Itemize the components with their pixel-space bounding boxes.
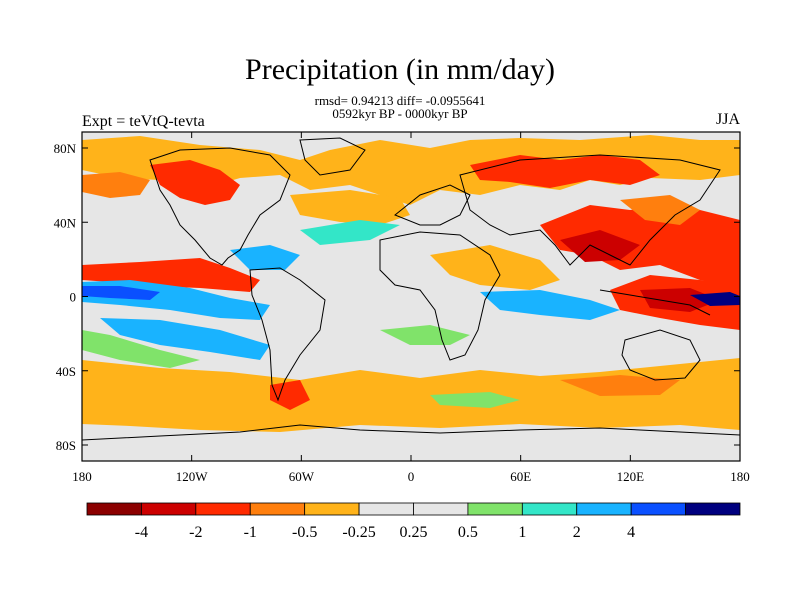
lat-tick-label: 80N: [54, 141, 77, 156]
anomaly-patch-patagonia-red: [270, 380, 310, 410]
lon-tick-label: 180: [72, 469, 92, 484]
stats-line: rmsd= 0.94213 diff= -0.0955641: [314, 93, 486, 108]
lat-tick-label: 0: [70, 290, 77, 305]
anomaly-patch-south-atlantic-green: [380, 325, 470, 345]
colorbar-swatch: [467, 502, 523, 516]
anomaly-patch-asia-dark: [560, 230, 640, 262]
precipitation-field: [82, 132, 740, 461]
coast-europe: [394, 184, 471, 226]
lon-tick-label: 120W: [176, 469, 209, 484]
chart-title: Precipitation (in mm/day): [245, 53, 555, 86]
experiment-label: Expt = teVtQ-tevta: [82, 113, 205, 130]
season-label: JJA: [715, 111, 740, 128]
axis-ticks: 180 120W 60W 0 60E 120E 180 80N 40N 0 40S 80S: [54, 132, 750, 484]
anomaly-patch-west-pacific-dark: [640, 288, 720, 312]
colorbar-label: -1: [244, 524, 257, 541]
coast-asia: [459, 154, 721, 266]
colorbar-label: 1: [518, 524, 526, 541]
colorbar-label: 0.25: [400, 524, 428, 541]
colorbar-label: 4: [627, 524, 635, 541]
colorbar-swatch: [249, 502, 306, 516]
colorbar-swatch: [521, 502, 578, 516]
colorbar-swatch: [413, 502, 469, 516]
anomaly-patch-gulf-blue: [230, 245, 300, 270]
colorbar-swatch: [86, 502, 142, 516]
anomaly-patch-southern-red: [560, 375, 680, 396]
lon-tick-label: 180: [730, 469, 750, 484]
anomaly-patch-arctic: [82, 135, 740, 205]
anomaly-patch-atlantic-blue: [300, 220, 400, 245]
coast-africa: [379, 231, 501, 361]
colorbar-swatch: [576, 502, 632, 516]
anomaly-patch-north-pacific: [82, 172, 150, 198]
lat-tick-label: 80S: [56, 438, 76, 453]
colorbar: -4 -2 -1 -0.5 -0.25 0.25 0.5 1 2 4: [86, 502, 741, 541]
colorbar-swatch: [685, 502, 741, 516]
anomaly-patch-north-america: [150, 160, 240, 205]
coast-south-america: [249, 267, 326, 402]
coast-antarctica: [82, 424, 740, 441]
anomaly-patch-south-pacific-blue: [100, 318, 270, 360]
colorbar-label: -0.5: [292, 524, 317, 541]
colorbar-swatch: [358, 502, 414, 516]
lon-tick-label: 0: [408, 469, 415, 484]
anomaly-patch-siberia: [470, 155, 660, 188]
lon-tick-label: 120E: [617, 469, 645, 484]
colorbar-swatch: [141, 502, 197, 516]
anomaly-patch-southern-ocean: [82, 358, 740, 432]
colorbar-label: -0.25: [342, 524, 375, 541]
anomaly-patch-southern-green: [430, 392, 520, 408]
colorbar-label: -2: [189, 524, 202, 541]
anomaly-patch-south-pacific-green: [82, 330, 200, 368]
coast-greenland: [299, 137, 366, 176]
coast-indonesia: [599, 289, 711, 316]
anomaly-patch-indonesia-navy: [690, 292, 740, 306]
colorbar-label: 2: [573, 524, 581, 541]
colorbar-swatch: [304, 502, 360, 516]
anomaly-patch-indian-orange: [430, 245, 560, 290]
anomaly-patch-china-orange: [620, 195, 700, 225]
anomaly-patch-equator-deepblue: [82, 286, 160, 300]
anomaly-patch-atlantic-north: [290, 190, 410, 225]
colorbar-swatch: [630, 502, 686, 516]
lon-tick-label: 60W: [289, 469, 315, 484]
coast-australia: [621, 329, 701, 381]
anomaly-patch-indian-blue: [480, 290, 620, 320]
colorbar-label: -4: [135, 524, 148, 541]
lat-tick-label: 40N: [54, 215, 77, 230]
coast-north-america: [149, 147, 291, 266]
period-line: 0592kyr BP - 0000kyr BP: [332, 106, 468, 121]
coastlines: [82, 137, 740, 441]
lon-tick-label: 60E: [510, 469, 531, 484]
lat-tick-label: 40S: [56, 364, 76, 379]
colorbar-swatch: [195, 502, 251, 516]
colorbar-label: 0.5: [458, 524, 478, 541]
